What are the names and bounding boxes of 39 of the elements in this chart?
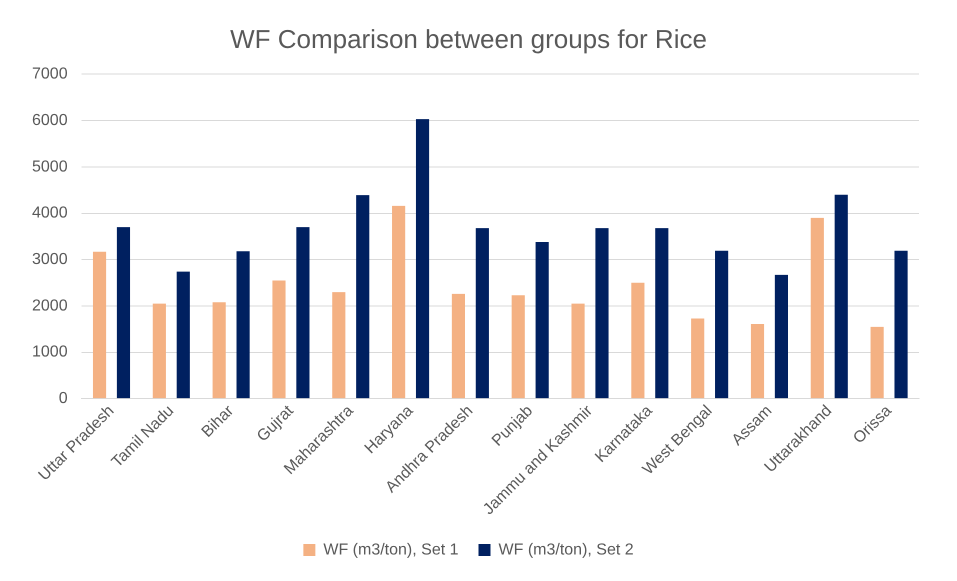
bar [236,251,250,398]
bar [176,272,190,398]
y-tick-label: 3000 [32,251,68,268]
bar [715,250,728,398]
bar [332,292,346,398]
y-tick-label: 6000 [32,112,68,129]
bar [512,295,525,398]
bar [92,252,106,398]
bar [870,326,884,398]
bar [452,294,466,398]
legend-label: WF (m3/ton), Set 2 [498,541,634,558]
bar [476,228,489,398]
bar [595,228,609,398]
bar [834,194,848,398]
bar [356,195,370,398]
y-tick-label: 2000 [32,297,68,314]
y-tick-label: 5000 [32,158,68,176]
bar [774,274,788,398]
bar [152,304,166,398]
bar [296,227,310,398]
chart-title: WF Comparison between groups for Rice [230,24,707,54]
bar [212,302,226,398]
bar [894,250,908,398]
bar [272,280,286,398]
bar [116,227,130,398]
legend-label: WF (m3/ton), Set 1 [323,541,459,558]
bar [691,318,704,398]
bar [810,218,824,398]
bar [631,282,644,398]
y-tick-label: 1000 [32,344,68,361]
bar [536,242,549,398]
y-tick-label: 4000 [32,204,68,222]
bar [750,324,764,398]
y-tick-label: 7000 [32,66,68,83]
bar [571,304,585,398]
y-tick-label: 0 [58,390,68,408]
bar [655,228,668,398]
bar [416,119,430,398]
bar [392,206,406,398]
